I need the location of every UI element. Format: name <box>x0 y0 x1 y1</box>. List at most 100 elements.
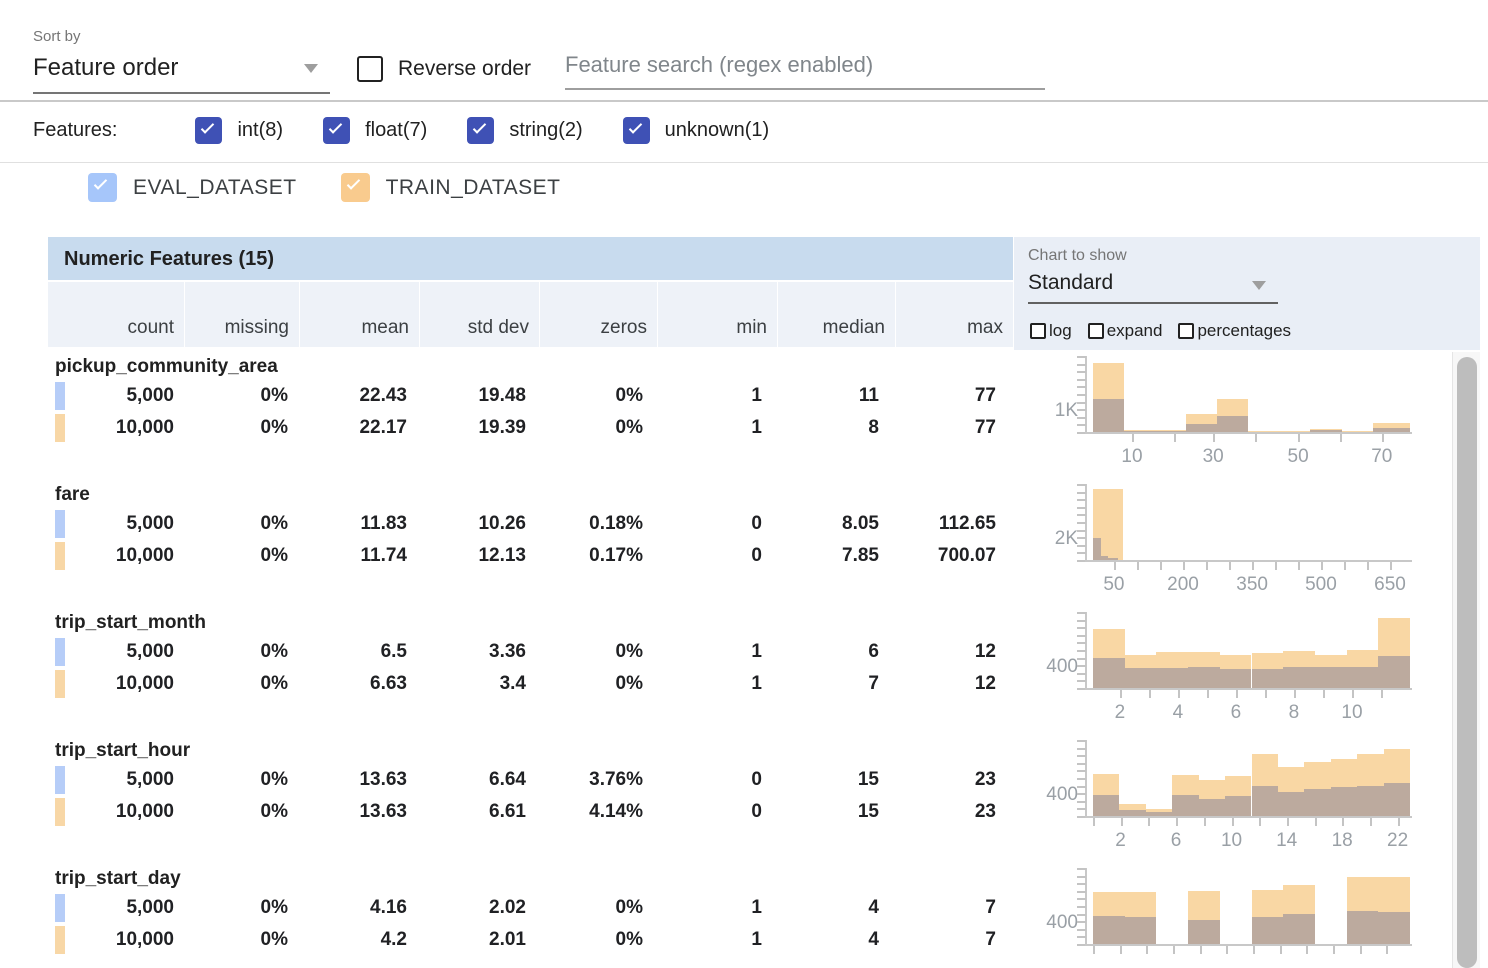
y-axis-tick <box>1077 378 1086 381</box>
toggle-percentages[interactable]: percentages <box>1178 321 1291 341</box>
stat-text: 7 <box>985 897 996 918</box>
filter-checkbox[interactable] <box>195 117 223 144</box>
stat-value: 0% <box>536 412 653 444</box>
train-stats-line: 10,000 0% 6.63 3.4 0% 1 7 12 <box>48 668 1013 700</box>
reverse-order-checkbox[interactable] <box>357 56 383 82</box>
feature-search-input[interactable] <box>565 52 1045 90</box>
eval-bar <box>1283 666 1315 688</box>
dataset-checkbox[interactable] <box>340 173 370 202</box>
stat-text: 0% <box>260 417 288 438</box>
stat-value: 0% <box>184 540 298 572</box>
y-axis-line <box>1085 612 1087 690</box>
dataset-toggle-train_dataset[interactable]: TRAIN_DATASET <box>340 173 561 202</box>
divider <box>0 162 1488 163</box>
x-axis-tick <box>1119 690 1122 698</box>
x-axis-tick <box>1148 818 1151 826</box>
y-axis-tick <box>1077 740 1086 742</box>
stat-value: 10.26 <box>417 508 536 540</box>
percentages-checkbox[interactable] <box>1178 323 1195 339</box>
histogram-plot <box>1093 868 1410 944</box>
chart-type-select[interactable]: Standard <box>1028 271 1278 304</box>
feature-row: trip_start_hour 5,000 0% 13.63 6.64 3.76% 0 15 2… <box>48 736 1013 864</box>
stat-value: 6.61 <box>417 796 536 828</box>
stat-text: 0 <box>751 545 762 566</box>
y-axis-tick <box>1077 793 1086 796</box>
chart-toggle-row: log expand percentages <box>1030 321 1291 341</box>
stat-value: 4.16 <box>298 892 417 924</box>
stat-value: 23 <box>889 764 1006 796</box>
x-axis-tick <box>1226 946 1229 954</box>
x-axis-tick <box>1183 562 1186 570</box>
x-axis-tick <box>1339 434 1342 442</box>
train-bar <box>1341 431 1373 432</box>
x-axis-label: 50 <box>1287 446 1309 467</box>
x-axis-tick <box>1298 434 1301 442</box>
y-axis-line <box>1085 356 1087 434</box>
eval-color-chip <box>55 382 65 410</box>
stat-value: 77 <box>889 412 1006 444</box>
column-header-median: median <box>778 282 895 347</box>
filter-checkbox[interactable] <box>622 117 650 144</box>
stat-text: 0 <box>751 513 762 534</box>
eval-bar <box>1186 423 1218 432</box>
dataset-checkbox[interactable] <box>88 173 117 202</box>
eval-bar <box>1330 787 1358 816</box>
y-axis-label: 400 <box>1046 912 1078 933</box>
stat-value: 0% <box>184 380 298 412</box>
y-axis-tick <box>1077 770 1086 773</box>
vertical-scrollbar[interactable] <box>1452 352 1480 968</box>
numeric-features-header: Numeric Features (15) <box>48 237 1013 281</box>
log-checkbox[interactable] <box>1030 323 1046 339</box>
x-axis-tick <box>1342 818 1345 826</box>
x-axis-tick <box>1332 946 1335 954</box>
filter-unknown[interactable]: unknown(1) <box>622 117 769 144</box>
stat-text: 15 <box>857 801 879 822</box>
stat-text: 5,000 <box>126 897 174 918</box>
filter-checkbox[interactable] <box>323 117 351 144</box>
x-axis-tick <box>1120 818 1123 826</box>
y-axis-tick <box>1077 619 1086 622</box>
filter-checkbox[interactable] <box>467 117 495 144</box>
stat-text: 22.43 <box>359 385 407 406</box>
x-axis-label: 6 <box>1230 702 1242 723</box>
stat-value: 4.14% <box>536 796 653 828</box>
feature-name: fare <box>55 484 90 505</box>
x-axis-tick <box>1172 946 1175 954</box>
reverse-order-control[interactable]: Reverse order <box>357 56 531 82</box>
stat-value: 7 <box>889 924 1006 956</box>
x-axis-line <box>1085 560 1412 562</box>
stat-value: 11.74 <box>298 540 417 572</box>
filter-string[interactable]: string(2) <box>467 117 583 144</box>
toggle-log[interactable]: log <box>1030 321 1072 341</box>
sort-by-select[interactable]: Feature order <box>33 54 330 94</box>
scrollbar-thumb[interactable] <box>1457 357 1477 968</box>
eval-stats-line: 5,000 0% 22.43 19.48 0% 1 11 77 <box>48 380 1013 412</box>
stat-value: 19.48 <box>417 380 536 412</box>
chevron-down-icon <box>1252 281 1266 290</box>
stat-value: 1 <box>653 892 772 924</box>
x-axis-tick <box>1298 562 1301 570</box>
feature-row: fare 5,000 0% 11.83 10.26 0.18% 0 8.05 112.65 10,… <box>48 480 1013 608</box>
toggle-expand[interactable]: expand <box>1087 321 1162 341</box>
eval-bar <box>1124 668 1157 688</box>
y-axis-tick <box>1077 634 1086 637</box>
stat-value: 10,000 <box>48 540 184 572</box>
stat-text: 10,000 <box>115 545 174 566</box>
filter-int[interactable]: int(8) <box>195 117 283 144</box>
filter-float[interactable]: float(7) <box>323 117 427 144</box>
dataset-toggle-eval_dataset[interactable]: EVAL_DATASET <box>88 173 297 202</box>
x-axis-label: 14 <box>1276 830 1298 851</box>
y-axis-tick <box>1077 778 1086 780</box>
y-axis-tick <box>1077 816 1086 818</box>
expand-checkbox[interactable] <box>1087 323 1104 339</box>
x-axis-tick <box>1119 946 1122 954</box>
stat-text: 0% <box>615 385 643 406</box>
stat-text: 11 <box>858 385 879 406</box>
stat-value: 12 <box>889 668 1006 700</box>
y-axis-tick <box>1077 747 1086 750</box>
stat-text: 0.17% <box>589 545 643 566</box>
y-axis-tick <box>1077 868 1086 870</box>
y-axis-tick <box>1077 552 1086 555</box>
x-axis-label: 22 <box>1387 830 1409 851</box>
stat-text: 0% <box>615 641 643 662</box>
